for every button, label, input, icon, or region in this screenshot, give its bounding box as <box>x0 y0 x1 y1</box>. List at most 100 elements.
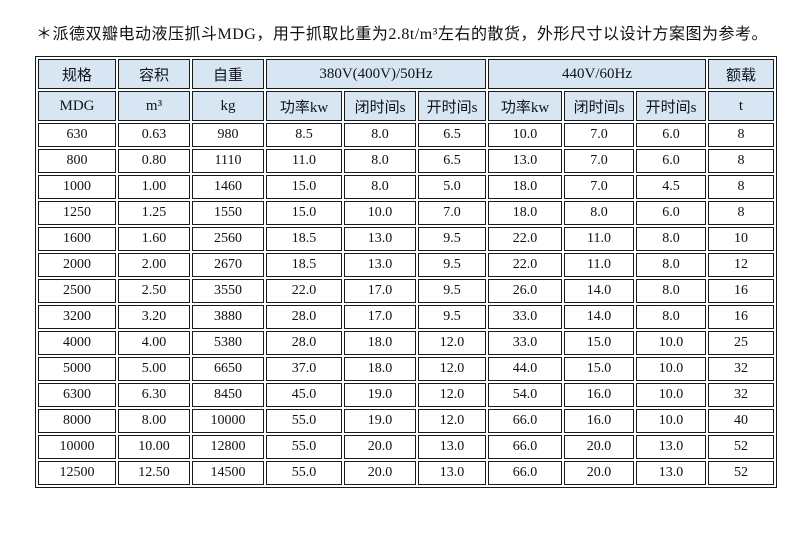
table-cell: 3550 <box>192 279 264 303</box>
table-row: 630 0.63 980 8.5 8.0 6.5 10.0 7.0 6.0 8 <box>38 123 775 147</box>
table-cell: 66.0 <box>488 409 563 433</box>
table-row: 8000 8.00 10000 55.0 19.0 12.0 66.0 16.0 10.0 40 <box>38 409 775 433</box>
table-cell: 5.00 <box>118 357 190 381</box>
table-cell: 20.0 <box>344 435 416 459</box>
table-cell: 54.0 <box>488 383 563 407</box>
table-cell: 16 <box>708 305 775 329</box>
table-cell: 5380 <box>192 331 264 355</box>
subheader-close-time-440: 闭时间s <box>564 91 635 121</box>
table-cell: 55.0 <box>266 435 342 459</box>
table-cell: 12500 <box>38 461 116 485</box>
table-cell: 20.0 <box>564 435 635 459</box>
table-header: 规格 容积 自重 380V(400V)/50Hz 440V/60Hz 额载 MD… <box>38 59 775 121</box>
table-cell: 8.0 <box>636 253 707 277</box>
table-cell: 12800 <box>192 435 264 459</box>
table-row: 6300 6.30 8450 45.0 19.0 12.0 54.0 16.0 10.0 32 <box>38 383 775 407</box>
table-cell: 12.0 <box>418 357 487 381</box>
table-cell: 9.5 <box>418 279 487 303</box>
table-cell: 10 <box>708 227 775 251</box>
table-cell: 19.0 <box>344 383 416 407</box>
table-cell: 33.0 <box>488 331 563 355</box>
table-cell: 8.0 <box>344 175 416 199</box>
table-cell: 8450 <box>192 383 264 407</box>
table-cell: 66.0 <box>488 435 563 459</box>
table-cell: 20.0 <box>564 461 635 485</box>
table-cell: 18.0 <box>488 175 563 199</box>
table-cell: 3.20 <box>118 305 190 329</box>
table-cell: 66.0 <box>488 461 563 485</box>
table-cell: 40 <box>708 409 775 433</box>
table-cell: 1600 <box>38 227 116 251</box>
table-cell: 5.0 <box>418 175 487 199</box>
table-cell: 15.0 <box>564 331 635 355</box>
table-row: 5000 5.00 6650 37.0 18.0 12.0 44.0 15.0 10.0 32 <box>38 357 775 381</box>
table-cell: 12 <box>708 253 775 277</box>
table-cell: 2500 <box>38 279 116 303</box>
table-cell: 1.60 <box>118 227 190 251</box>
table-row: 1000 1.00 1460 15.0 8.0 5.0 18.0 7.0 4.5 8 <box>38 175 775 199</box>
table-cell: 14500 <box>192 461 264 485</box>
table-cell: 28.0 <box>266 305 342 329</box>
table-cell: 7.0 <box>418 201 487 225</box>
table-cell: 28.0 <box>266 331 342 355</box>
table-row: 10000 10.00 12800 55.0 20.0 13.0 66.0 20.0 13.0 5… <box>38 435 775 459</box>
table-cell: 12.0 <box>418 331 487 355</box>
table-cell: 55.0 <box>266 409 342 433</box>
table-cell: 8.0 <box>636 305 707 329</box>
table-cell: 1550 <box>192 201 264 225</box>
table-cell: 17.0 <box>344 279 416 303</box>
table-cell: 13.0 <box>636 435 707 459</box>
table-row: 1250 1.25 1550 15.0 10.0 7.0 18.0 8.0 6.0 8 <box>38 201 775 225</box>
table-cell: 10.00 <box>118 435 190 459</box>
table-cell: 8000 <box>38 409 116 433</box>
table-cell: 7.0 <box>564 175 635 199</box>
table-cell: 6.0 <box>636 201 707 225</box>
table-cell: 8.0 <box>564 201 635 225</box>
table-cell: 32 <box>708 383 775 407</box>
table-cell: 2.50 <box>118 279 190 303</box>
table-cell: 0.80 <box>118 149 190 173</box>
table-cell: 4.00 <box>118 331 190 355</box>
table-cell: 12.0 <box>418 383 487 407</box>
table-cell: 2000 <box>38 253 116 277</box>
table-cell: 10.0 <box>488 123 563 147</box>
table-cell: 10.0 <box>636 357 707 381</box>
table-cell: 6300 <box>38 383 116 407</box>
table-cell: 2.00 <box>118 253 190 277</box>
table-cell: 11.0 <box>266 149 342 173</box>
table-cell: 18.0 <box>344 331 416 355</box>
table-cell: 32 <box>708 357 775 381</box>
table-cell: 11.0 <box>564 227 635 251</box>
table-cell: 45.0 <box>266 383 342 407</box>
table-cell: 52 <box>708 461 775 485</box>
table-cell: 6.30 <box>118 383 190 407</box>
header-380v-group: 380V(400V)/50Hz <box>266 59 487 89</box>
table-cell: 9.5 <box>418 253 487 277</box>
table-cell: 16.0 <box>564 383 635 407</box>
subheader-open-time-440: 开时间s <box>636 91 707 121</box>
table-cell: 13.0 <box>636 461 707 485</box>
table-cell: 1110 <box>192 149 264 173</box>
table-cell: 13.0 <box>344 227 416 251</box>
table-cell: 18.5 <box>266 253 342 277</box>
table-cell: 18.0 <box>344 357 416 381</box>
table-cell: 10.0 <box>636 383 707 407</box>
table-cell: 13.0 <box>344 253 416 277</box>
table-cell: 980 <box>192 123 264 147</box>
table-cell: 8.0 <box>344 149 416 173</box>
table-cell: 3200 <box>38 305 116 329</box>
subheader-t: t <box>708 91 775 121</box>
table-row: 3200 3.20 3880 28.0 17.0 9.5 33.0 14.0 8.0 16 <box>38 305 775 329</box>
table-cell: 55.0 <box>266 461 342 485</box>
table-cell: 9.5 <box>418 305 487 329</box>
table-cell: 5000 <box>38 357 116 381</box>
table-cell: 6.5 <box>418 123 487 147</box>
table-cell: 2670 <box>192 253 264 277</box>
table-row: 2500 2.50 3550 22.0 17.0 9.5 26.0 14.0 8.0 16 <box>38 279 775 303</box>
table-cell: 3880 <box>192 305 264 329</box>
table-cell: 8.0 <box>636 279 707 303</box>
table-cell: 6650 <box>192 357 264 381</box>
table-cell: 8.0 <box>344 123 416 147</box>
table-cell: 4000 <box>38 331 116 355</box>
